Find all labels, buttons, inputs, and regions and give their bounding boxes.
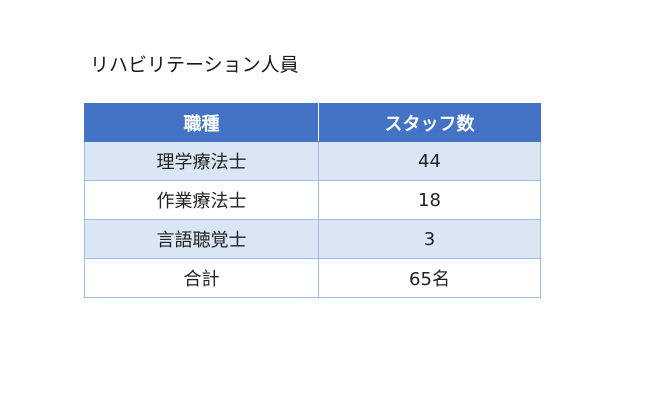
staff-count-cell: 44 bbox=[318, 141, 541, 181]
profession-cell: 言語聴覚士 bbox=[84, 219, 319, 259]
total-label-cell: 合計 bbox=[84, 258, 319, 298]
profession-cell: 作業療法士 bbox=[84, 180, 319, 220]
header-staff-count: スタッフ数 bbox=[318, 103, 541, 142]
staff-count-cell: 18 bbox=[318, 180, 541, 220]
header-profession: 職種 bbox=[84, 103, 319, 142]
staff-table: 職種 スタッフ数 理学療法士 44 作業療法士 18 言語聴覚士 3 合計 65… bbox=[84, 103, 541, 298]
document-title: リハビリテーション人員 bbox=[90, 54, 299, 76]
table-row: 作業療法士 18 bbox=[84, 180, 541, 220]
table-row: 理学療法士 44 bbox=[84, 141, 541, 181]
staff-count-cell: 3 bbox=[318, 219, 541, 259]
table-header-row: 職種 スタッフ数 bbox=[84, 103, 541, 142]
table-row: 言語聴覚士 3 bbox=[84, 219, 541, 259]
table-row-total: 合計 65名 bbox=[84, 258, 541, 298]
profession-cell: 理学療法士 bbox=[84, 141, 319, 181]
total-count-cell: 65名 bbox=[318, 258, 541, 298]
